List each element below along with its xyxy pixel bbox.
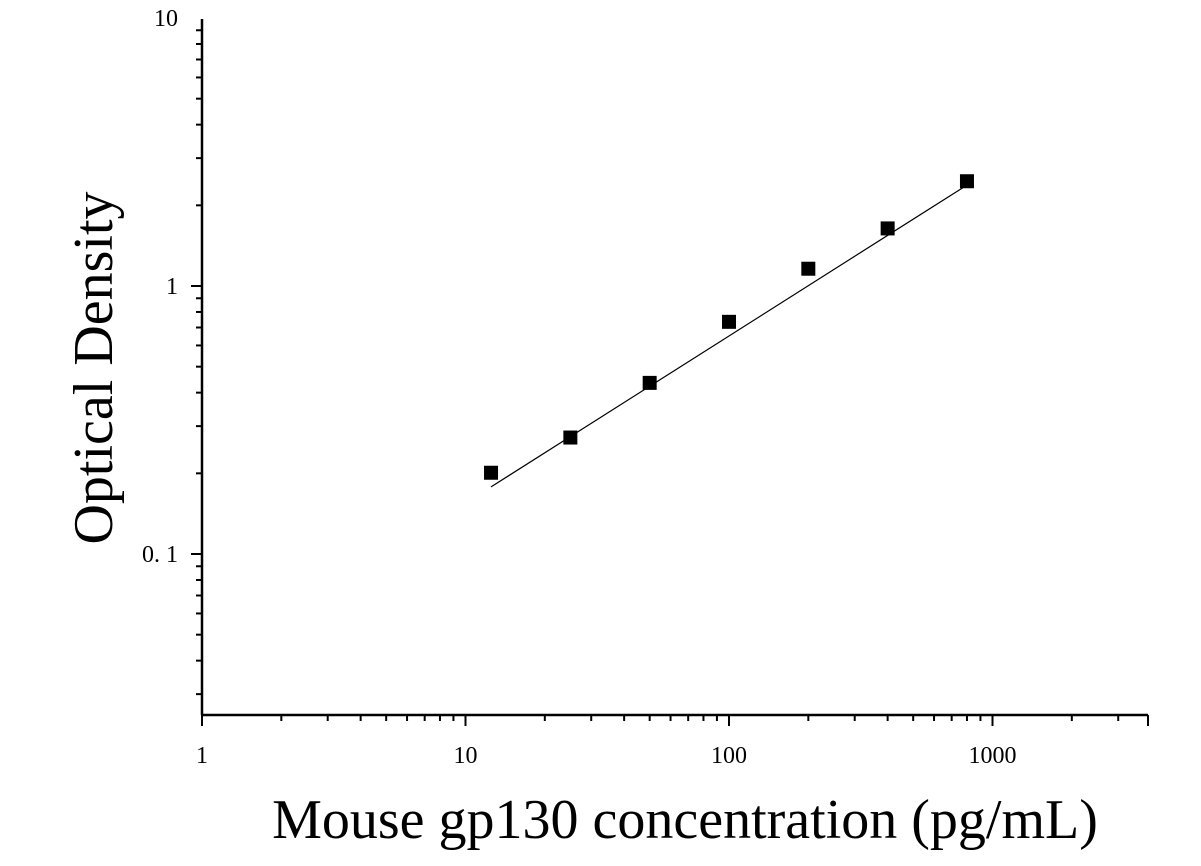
data-points [484, 174, 974, 480]
x-tick-label: 1 [196, 743, 208, 769]
data-point [880, 221, 895, 236]
data-point [801, 261, 816, 276]
axes [200, 19, 1148, 717]
data-point [642, 375, 657, 390]
fit-line [490, 184, 968, 488]
x-tick-label: 100 [711, 743, 747, 769]
y-tick-label: 0. 1 [142, 542, 178, 568]
x-axis-title: Mouse gp130 concentration (pg/mL) [272, 789, 1098, 851]
y-axis-tick-labels: 0. 1 1 10 [142, 6, 178, 568]
y-axis-ticks [191, 29, 202, 696]
data-point [722, 314, 736, 329]
x-axis-ticks [201, 715, 1149, 726]
y-tick-label: 10 [154, 6, 178, 32]
x-tick-label: 10 [454, 743, 478, 769]
y-tick-label: 1 [166, 274, 178, 300]
data-point [563, 430, 578, 445]
fit-line-group [490, 184, 968, 488]
x-tick-label: 1000 [969, 743, 1017, 769]
data-point [484, 465, 499, 480]
x-axis-tick-labels: 1 10 100 1000 [196, 743, 1017, 769]
data-point [959, 174, 974, 189]
y-axis-title: Optical Density [63, 191, 125, 544]
